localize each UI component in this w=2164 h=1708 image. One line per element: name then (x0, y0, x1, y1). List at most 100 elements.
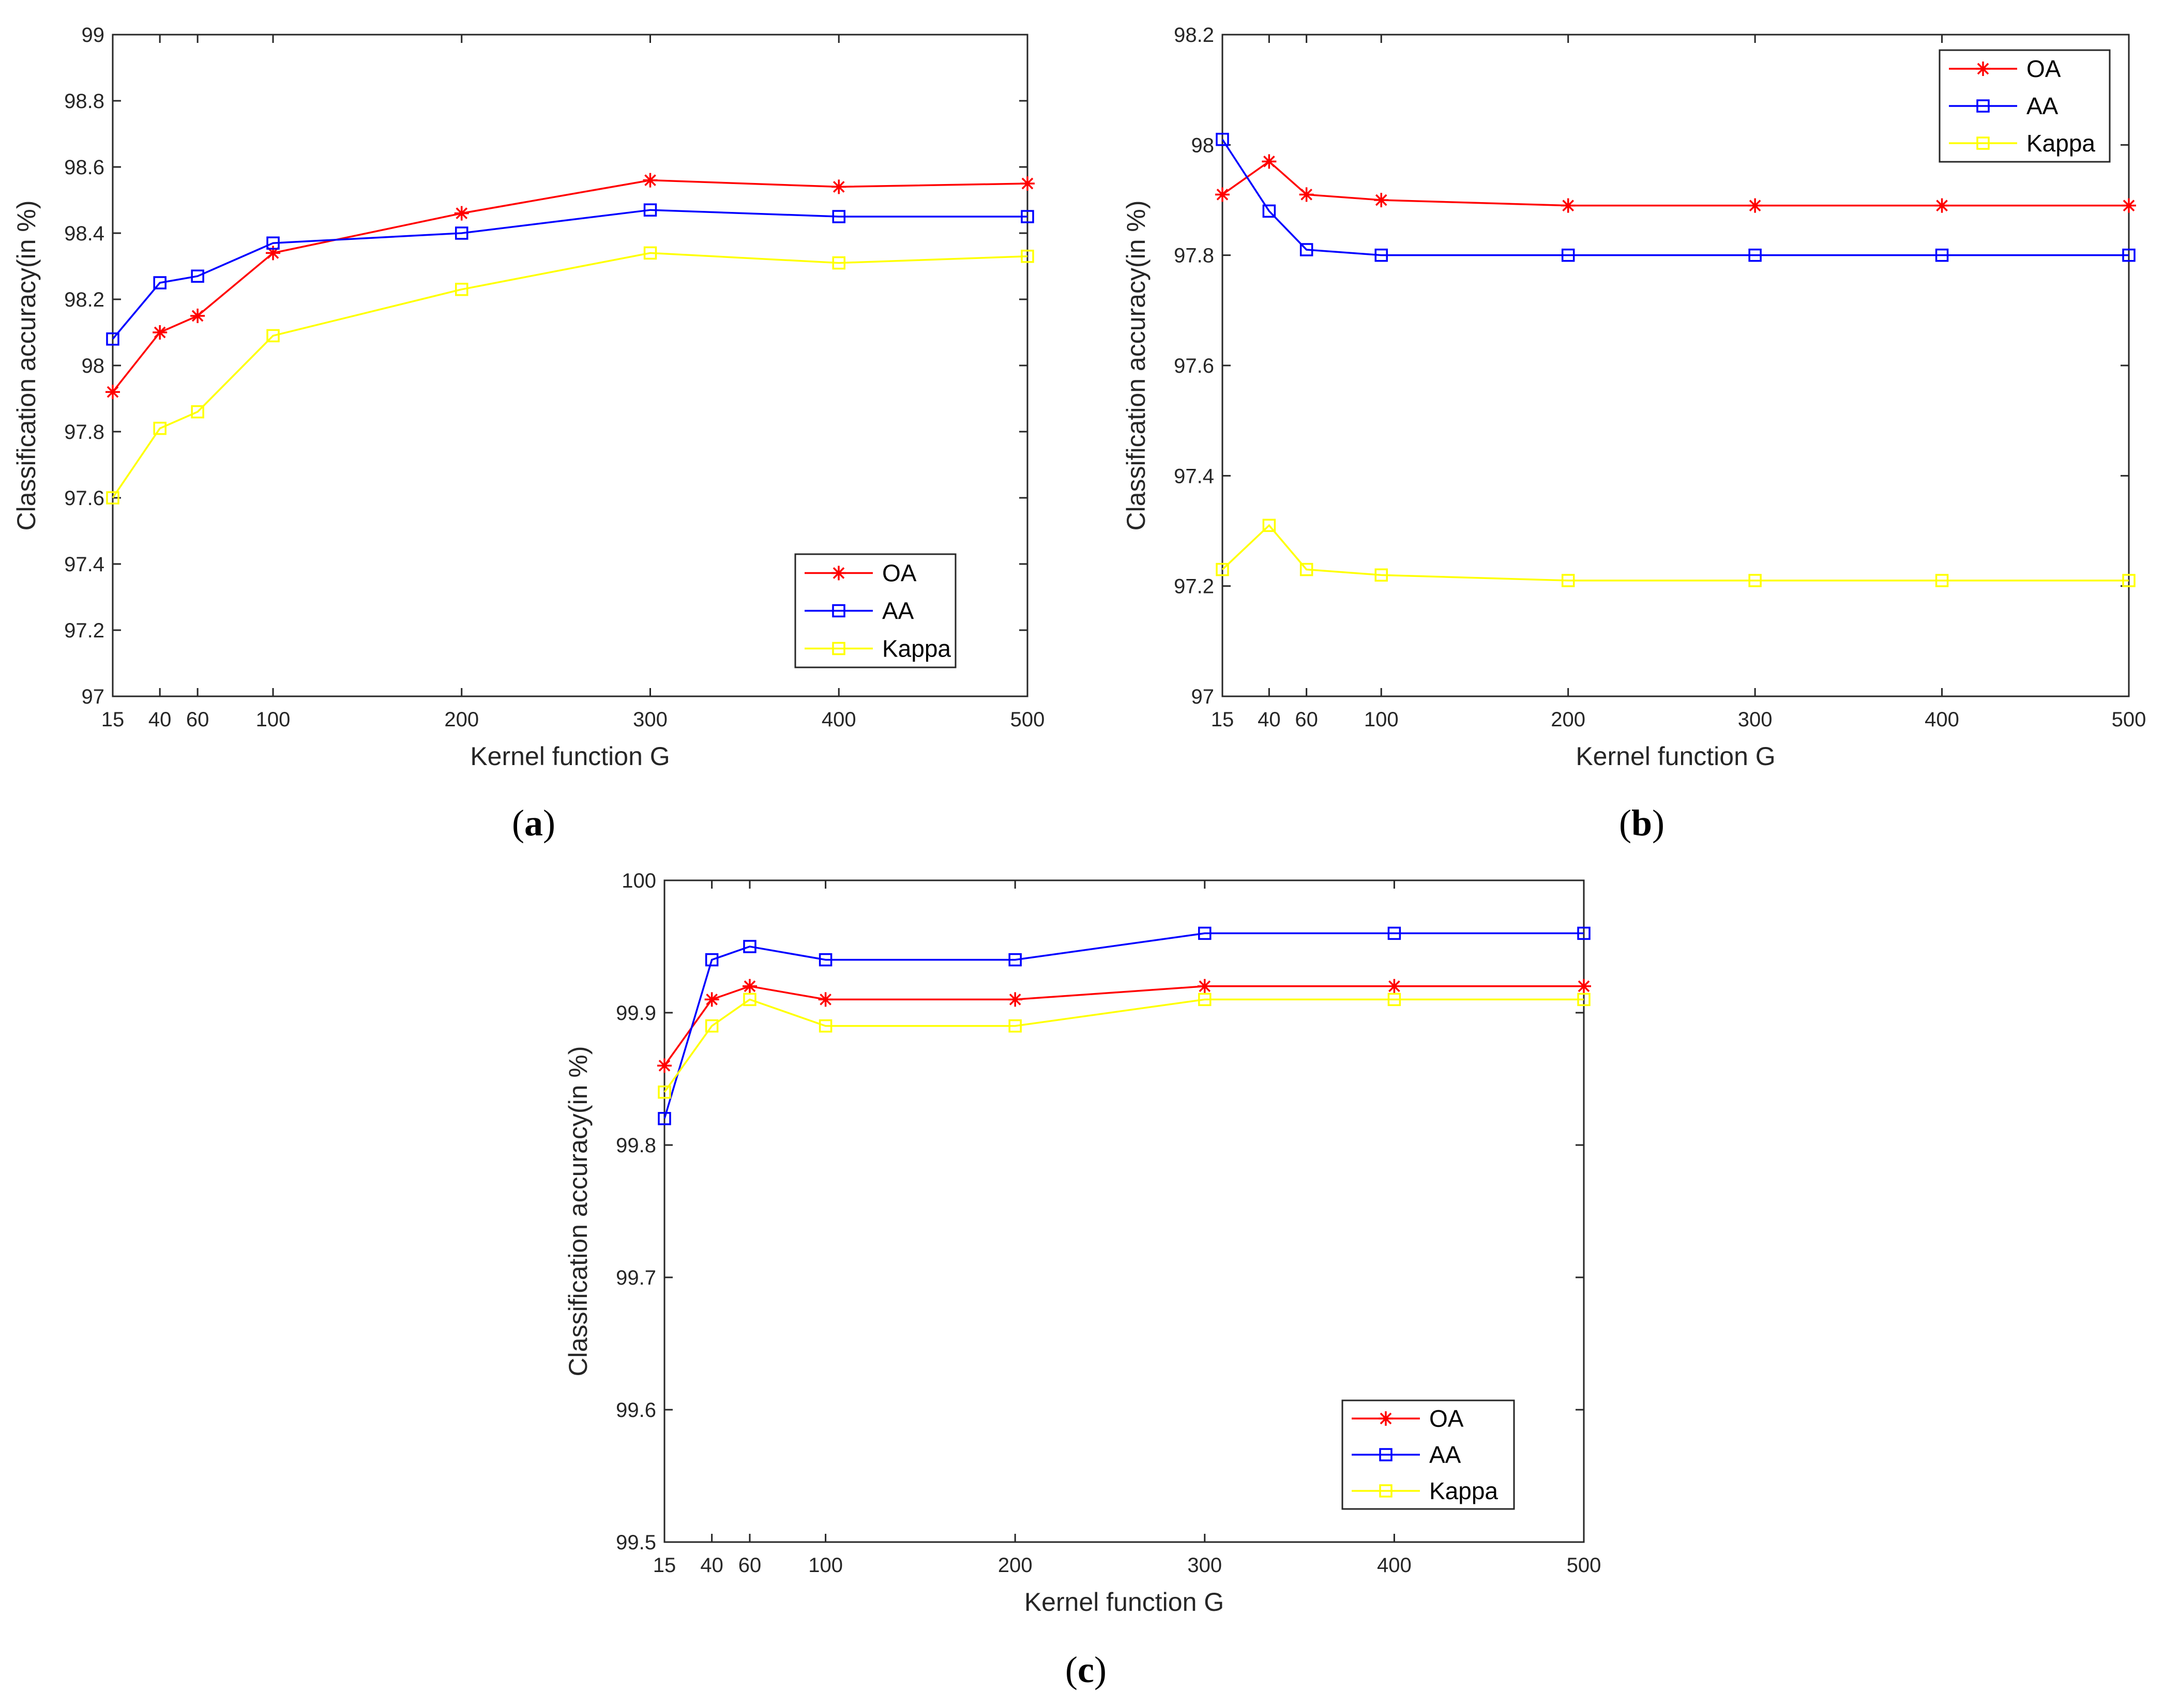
legend-marker-kappa (1379, 1484, 1393, 1498)
y-tick-label: 98 (1191, 134, 1215, 157)
data-point-aa (1577, 926, 1591, 940)
y-tick-label: 99 (82, 24, 105, 47)
series-line-oa (112, 179, 1028, 393)
data-point-kappa (455, 283, 468, 296)
data-point-oa (1934, 198, 1949, 213)
x-tick-label: 60 (186, 708, 209, 731)
series-aa (1216, 132, 2136, 262)
data-point-oa (153, 325, 168, 340)
data-point-kappa (1262, 518, 1276, 532)
data-point-kappa (658, 1085, 671, 1099)
data-point-kappa (1935, 574, 1949, 587)
data-point-kappa (705, 1019, 719, 1033)
data-point-oa (742, 979, 757, 994)
data-point-oa (1008, 992, 1023, 1007)
y-tick-label: 98 (82, 355, 105, 377)
data-point-kappa (1008, 1019, 1022, 1033)
y-tick-label: 98.2 (64, 288, 104, 311)
data-point-oa (1197, 979, 1212, 994)
data-point-oa (1748, 198, 1763, 213)
panel-caption-letter: b (1631, 802, 1652, 844)
legend-marker-oa (831, 566, 846, 581)
x-tick-label: 200 (1551, 708, 1585, 731)
legend: OA AA Kappa (1939, 49, 2111, 163)
x-tick-label: 500 (1567, 1554, 1601, 1577)
data-point-oa (1387, 979, 1402, 994)
data-point-kappa (1299, 562, 1313, 576)
y-tick-label: 97.4 (1174, 465, 1214, 487)
data-point-oa (831, 179, 846, 194)
data-point-aa (1374, 248, 1388, 262)
y-tick-label: 99.7 (616, 1267, 656, 1289)
data-point-oa (704, 992, 719, 1007)
series-line-oa (1221, 160, 2129, 207)
data-point-kappa (1387, 993, 1401, 1006)
y-tick-label: 97 (82, 685, 105, 708)
data-point-aa (1216, 132, 1229, 146)
x-tick-label: 200 (444, 708, 479, 731)
y-axis-title: Classification accuracy(in %) (564, 1046, 593, 1376)
panel-caption-a: (a) (512, 802, 555, 844)
data-point-kappa (819, 1019, 833, 1033)
panel-caption-letter: a (524, 802, 543, 844)
x-tick-label: 400 (1377, 1554, 1412, 1577)
legend-label-kappa: Kappa (882, 635, 951, 662)
y-tick-label: 100 (622, 870, 656, 892)
legend-label-aa: AA (1429, 1441, 1461, 1468)
series-kappa (106, 246, 1034, 505)
data-point-kappa (1577, 993, 1591, 1006)
data-point-aa (1198, 926, 1212, 940)
data-point-aa (1748, 248, 1762, 262)
data-point-kappa (191, 405, 204, 419)
legend-label-oa: OA (882, 560, 917, 587)
x-tick-label: 400 (822, 708, 856, 731)
legend-label-aa: AA (882, 598, 914, 624)
legend: OA AA Kappa (794, 553, 957, 668)
x-tick-label: 15 (101, 708, 125, 731)
data-point-aa (705, 953, 719, 967)
data-point-oa (1561, 198, 1576, 213)
legend-label-oa: OA (1429, 1405, 1464, 1432)
x-axis-title: Kernel function G (1024, 1588, 1224, 1616)
data-point-oa (1215, 187, 1230, 202)
data-point-kappa (2122, 574, 2136, 587)
legend-marker-aa (1976, 99, 1990, 113)
y-tick-label: 97.6 (64, 487, 104, 510)
data-point-kappa (832, 256, 846, 270)
data-point-kappa (266, 329, 280, 343)
series-oa (657, 979, 1591, 1073)
data-point-oa (818, 992, 833, 1007)
legend-label-kappa: Kappa (2026, 130, 2095, 157)
legend: OA AA Kappa (1341, 1399, 1515, 1510)
data-point-oa (1020, 176, 1035, 191)
x-tick-label: 15 (1211, 708, 1234, 731)
data-point-aa (643, 203, 657, 217)
data-point-aa (153, 276, 167, 289)
data-point-oa (105, 385, 120, 400)
chart-panel-b: 15 40 60 100 200 300 400 500 97 97.2 97.4 97.6 97.8 9… (1122, 24, 2146, 844)
legend-label-aa: AA (2026, 93, 2059, 119)
x-tick-label: 200 (998, 1554, 1033, 1577)
x-tick-label: 400 (1925, 708, 1959, 731)
legend-marker-kappa (1976, 136, 1990, 150)
data-point-oa (190, 309, 205, 323)
series-oa (105, 173, 1035, 400)
x-tick-label: 100 (1364, 708, 1399, 731)
y-tick-label: 99.8 (616, 1134, 656, 1157)
data-point-aa (1387, 926, 1401, 940)
data-point-aa (1021, 210, 1034, 223)
data-point-kappa (106, 491, 119, 505)
data-point-oa (1577, 979, 1591, 994)
data-point-oa (643, 173, 658, 188)
x-tick-label: 300 (633, 708, 668, 731)
y-tick-label: 97 (1191, 685, 1215, 708)
y-tick-label: 97.6 (1174, 355, 1214, 377)
legend-marker-aa (832, 604, 845, 618)
data-point-oa (1374, 193, 1389, 207)
x-tick-label: 500 (2112, 708, 2146, 731)
data-point-kappa (643, 246, 657, 260)
y-tick-label: 99.9 (616, 1002, 656, 1025)
legend-marker-oa (1379, 1411, 1393, 1426)
data-point-kappa (1374, 568, 1388, 582)
